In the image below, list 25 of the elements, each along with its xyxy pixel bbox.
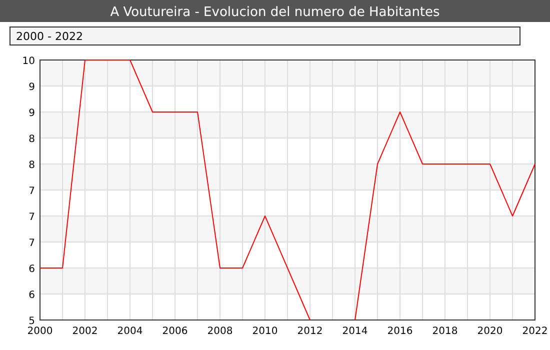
- y-tick-label: 7: [28, 238, 35, 249]
- chart-title: A Voutureira - Evolucion del numero de Habitantes: [110, 5, 440, 20]
- y-tick-label: 6: [28, 264, 35, 275]
- x-tick-label: 2000: [27, 326, 53, 337]
- x-tick-label: 2012: [297, 326, 323, 337]
- x-tick-label: 2018: [432, 326, 458, 337]
- y-tick-label: 8: [28, 134, 35, 145]
- y-tick-label: 10: [22, 56, 35, 67]
- y-tick-label: 9: [28, 82, 35, 93]
- y-tick-label: 7: [28, 186, 35, 197]
- x-tick-label: 2022: [522, 326, 548, 337]
- x-tick-label: 2014: [342, 326, 368, 337]
- x-tick-label: 2008: [207, 326, 233, 337]
- y-tick-label: 8: [28, 160, 35, 171]
- x-tick-label: 2006: [162, 326, 188, 337]
- x-tick-label: 2004: [117, 326, 143, 337]
- x-tick-label: 2016: [387, 326, 413, 337]
- y-tick-label: 6: [28, 290, 35, 301]
- x-tick-label: 2002: [72, 326, 98, 337]
- y-tick-label: 5: [28, 316, 35, 327]
- y-tick-label: 9: [28, 108, 35, 119]
- y-tick-label: 7: [28, 212, 35, 223]
- chart-subtitle: 2000 - 2022: [16, 30, 83, 43]
- x-tick-label: 2010: [252, 326, 278, 337]
- x-tick-label: 2020: [477, 326, 503, 337]
